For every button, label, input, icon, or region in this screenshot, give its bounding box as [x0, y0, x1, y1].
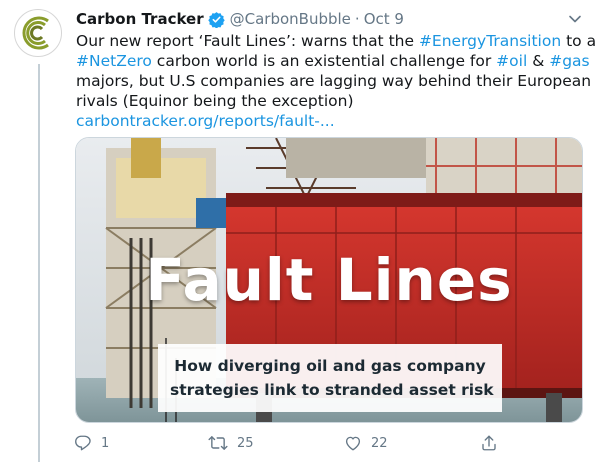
hashtag-link[interactable]: #gas	[549, 52, 589, 70]
share-icon	[480, 434, 498, 452]
hashtag-link[interactable]: #oil	[496, 52, 527, 70]
tweet-text-segment: carbon world is an existential challenge…	[152, 52, 496, 70]
tweet-text-segment: &	[527, 52, 549, 70]
tweet-text-line: carbontracker.org/reports/fault-...	[76, 111, 588, 131]
reply-button[interactable]: 1	[74, 431, 109, 455]
media-headline: Fault Lines	[76, 246, 582, 314]
heart-icon	[344, 434, 362, 452]
reply-icon	[74, 434, 92, 452]
verified-badge-icon	[208, 11, 225, 28]
tweet-text-segment: rivals (Equinor being the exception)	[76, 92, 354, 110]
tweet-text-segment: to a	[561, 32, 596, 50]
tweet-text-line: majors, but U.S companies are lagging wa…	[76, 71, 588, 91]
retweet-count: 25	[237, 436, 254, 451]
tweet-text-line: rivals (Equinor being the exception)	[76, 91, 588, 111]
share-button[interactable]	[480, 431, 498, 455]
tweet-text-segment: majors, but U.S companies are lagging wa…	[76, 72, 591, 90]
avatar[interactable]	[14, 9, 62, 57]
user-handle[interactable]: @CarbonBubble	[230, 10, 351, 28]
hashtag-link[interactable]: #EnergyTransition	[419, 32, 561, 50]
report-url-link[interactable]: carbontracker.org/reports/fault-...	[76, 112, 335, 130]
display-name[interactable]: Carbon Tracker	[76, 10, 204, 28]
retweet-icon	[208, 434, 228, 452]
hashtag-link[interactable]: #NetZero	[76, 52, 152, 70]
tweet-text-segment: Our new report ‘Fault Lines’: warns that…	[76, 32, 419, 50]
thread-line	[38, 64, 40, 462]
reply-count: 1	[101, 436, 109, 451]
tweet-text-line: #NetZero carbon world is an existential …	[76, 51, 588, 71]
media-subtitle-line: strategies link to stranded asset risk	[170, 378, 490, 402]
tweet-text: Our new report ‘Fault Lines’: warns that…	[76, 31, 588, 131]
separator-dot: ·	[355, 10, 360, 28]
media-subtitle-line: How diverging oil and gas company	[170, 354, 490, 378]
tweet-date[interactable]: Oct 9	[364, 10, 404, 28]
like-count: 22	[371, 436, 388, 451]
tweet-media-image[interactable]: Fault Lines How diverging oil and gas co…	[75, 137, 583, 423]
tweet-header: Carbon Tracker @CarbonBubble · Oct 9	[76, 8, 584, 30]
media-subtitle-box: How diverging oil and gas company strate…	[158, 344, 502, 412]
carbon-tracker-logo-icon	[15, 10, 61, 56]
chevron-down-icon[interactable]	[566, 10, 584, 28]
like-button[interactable]: 22	[344, 431, 388, 455]
tweet-actions: 1 25 22	[74, 431, 514, 455]
retweet-button[interactable]: 25	[208, 431, 254, 455]
tweet-text-line: Our new report ‘Fault Lines’: warns that…	[76, 31, 588, 51]
